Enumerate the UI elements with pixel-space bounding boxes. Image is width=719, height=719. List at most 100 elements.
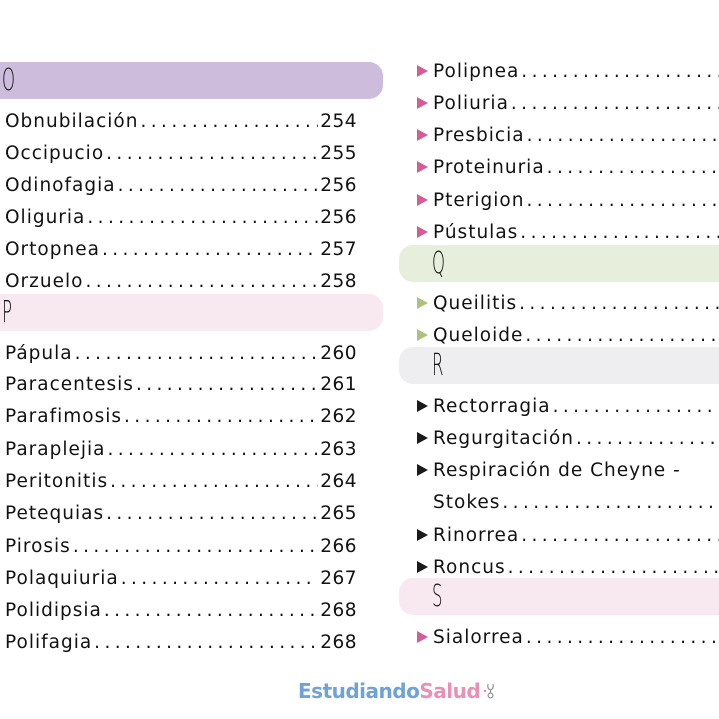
triangle-bullet-icon [417,529,428,541]
index-entry[interactable]: Pterigion...............................… [417,185,719,215]
section-header-r: R [399,347,719,384]
entry-term: Parafimosis [5,405,123,427]
dot-leader: ........................................ [72,535,318,557]
dot-leader: ........................................ [140,110,318,132]
index-entry-continuation[interactable]: Stokes..................................… [417,487,719,517]
triangle-bullet-icon [417,561,428,573]
index-entry[interactable]: Rinorrea................................… [417,520,719,550]
index-entry[interactable]: Polifagia...............................… [5,627,357,657]
index-entry[interactable]: Occipucio...............................… [5,138,357,168]
entry-page: 261 [320,373,357,395]
stethoscope-icon [483,683,494,699]
entry-term: Pirosis [5,535,71,557]
dot-leader: ........................................ [526,189,719,211]
entry-term: Roncus [433,556,506,578]
entry-page: 266 [320,535,357,557]
index-entry[interactable]: Pirosis.................................… [5,531,357,561]
dot-leader: ........................................ [525,626,719,648]
index-entry[interactable]: Sialorrea...............................… [417,622,719,652]
triangle-bullet-icon [417,161,428,173]
index-entry[interactable]: Polidipsia..............................… [5,595,357,625]
dot-leader: ........................................ [502,491,719,513]
dot-leader: ........................................ [94,631,318,653]
index-entry[interactable]: Queilitis...............................… [417,288,719,318]
index-entry[interactable]: Proteinuria.............................… [417,152,719,182]
entry-term: Rectorragia [433,395,551,417]
dot-leader: ........................................ [103,599,318,621]
entry-term: Pápula [5,342,73,364]
entry-page: 267 [320,567,357,589]
index-entry[interactable]: Orzuelo.................................… [5,266,357,296]
dot-leader: ........................................ [124,405,319,427]
dot-leader: ........................................ [106,502,318,524]
triangle-bullet-icon [417,631,428,643]
index-entry[interactable]: Ortopnea................................… [5,234,357,264]
triangle-bullet-icon [417,432,428,444]
index-entry[interactable]: Paracentesis............................… [5,369,357,399]
dot-leader: ........................................ [521,524,719,546]
index-entry[interactable]: Pápula..................................… [5,338,357,368]
triangle-bullet-icon [417,464,428,476]
entry-page: 265 [320,502,357,524]
entry-term: Petequias [5,502,105,524]
entry-page: 256 [320,206,357,228]
entry-term: Pústulas [433,221,519,243]
triangle-bullet-icon [417,297,428,309]
index-entry[interactable]: Paraplejia..............................… [5,434,357,464]
triangle-bullet-icon [417,129,428,141]
entry-page: 264 [320,470,357,492]
index-entry[interactable]: Odinofagia..............................… [5,170,357,200]
dot-leader: ........................................ [85,270,318,292]
dot-leader: ........................................ [546,156,719,178]
entry-term: Rinorrea [433,524,520,546]
index-entry[interactable]: Pústulas................................… [417,217,719,247]
dot-leader: ........................................ [107,438,319,460]
dot-leader: ........................................ [135,373,318,395]
dot-leader: ........................................ [87,206,318,228]
triangle-bullet-icon [417,400,428,412]
dot-leader: ........................................ [519,292,719,314]
triangle-bullet-icon [417,194,428,206]
entry-page: 256 [320,174,357,196]
entry-term: Pterigion [433,189,525,211]
index-entry[interactable]: Presbicia...............................… [417,120,719,150]
logo-text-salud: Salud [419,679,481,703]
brand-logo: Estudiando Salud [298,679,497,703]
index-entry[interactable]: Oliguria................................… [5,202,357,232]
entry-page: 268 [320,599,357,621]
index-entry[interactable]: Polaquiuria.............................… [5,563,357,593]
index-entry[interactable]: Obnubilación............................… [5,106,357,136]
dot-leader: ........................................ [507,556,719,578]
section-letter: O [2,63,15,98]
entry-term: Oliguria [5,206,86,228]
index-entry[interactable]: Peritonitis.............................… [5,466,357,496]
entry-term: Queilitis [433,292,518,314]
entry-page: 262 [320,405,357,427]
dot-leader: ........................................ [110,470,318,492]
index-entry[interactable]: Parafimosis.............................… [5,401,357,431]
dot-leader: ........................................ [575,427,719,449]
entry-term: Peritonitis [5,470,109,492]
entry-page: 254 [320,110,357,132]
entry-term: Respiración de Cheyne - [433,459,681,481]
index-entry[interactable]: Rectorragia.............................… [417,391,719,421]
index-entry[interactable]: Petequias...............................… [5,498,357,528]
index-entry[interactable]: Regurgitación...........................… [417,423,719,453]
section-header-p: P [0,294,383,331]
dot-leader: ........................................ [552,395,719,417]
entry-term: Obnubilación [5,110,139,132]
dot-leader: ........................................ [106,142,318,164]
index-entry[interactable]: Poliuria................................… [417,88,719,118]
entry-term: Paracentesis [5,373,134,395]
triangle-bullet-icon [417,65,428,77]
index-entry[interactable]: Respiración de Cheyne - [417,455,719,485]
dot-leader: ........................................ [521,60,719,82]
section-header-q: Q [399,245,719,282]
index-entry[interactable]: Polipnea................................… [417,56,719,86]
entry-term: Poliuria [433,92,509,114]
index-entry[interactable]: Roncus..................................… [417,552,719,582]
dot-leader: ........................................ [525,324,719,346]
entry-page: 257 [320,238,357,260]
entry-page: 268 [320,631,357,653]
index-entry[interactable]: Queloide................................… [417,320,719,350]
